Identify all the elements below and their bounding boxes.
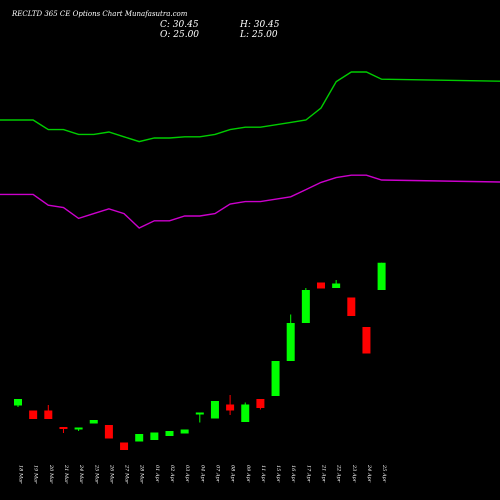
candle-body [317,282,325,289]
candle-body [150,432,159,440]
candle-11 [180,429,189,434]
candle-14 [226,395,235,415]
candle-19 [301,288,310,323]
x-tick-label: 20 Mar [48,464,54,484]
candle-7 [120,442,129,450]
candle-body [120,442,129,450]
candle-9 [150,432,159,440]
candle-body [226,404,235,411]
candle-10 [165,431,174,436]
x-tick-label: 23 Apr [351,464,357,483]
candle-3 [59,427,68,433]
candle-22 [347,297,356,316]
candle-body [14,399,22,406]
candle-body [332,283,341,288]
candle-body [241,404,250,422]
x-tick-label: 25 Mar [93,464,99,484]
x-tick-label: 16 Apr [290,465,296,483]
x-tick-label: 11 Apr [260,465,266,483]
low-value: L: 25.00 [240,30,278,40]
candle-body [74,427,83,430]
candle-13 [210,401,219,419]
candle-body [256,399,265,408]
x-tick-label: 09 Apr [245,465,251,483]
x-tick-label: 15 Apr [275,465,281,483]
x-tick-label: 21 Mar [63,464,69,484]
x-tick-label: 27 Mar [124,464,130,484]
high-value: H: 30.45 [240,20,280,30]
x-tick-label: 08 Apr [230,465,236,483]
candle-body [59,427,68,429]
candle-body [180,429,189,434]
candle-body [135,434,144,442]
chart-title: RECLTD 365 CE Options Chart Munafasutra.… [12,10,188,18]
candle-2 [44,405,53,419]
candle-body [165,431,174,436]
lower-band-line [0,174,500,229]
candle-body [301,290,310,323]
candle-1 [29,410,38,419]
x-tick-label: 18 Mar [18,465,24,484]
candle-8 [135,434,144,442]
candle-body [104,425,113,439]
candle-21 [332,280,341,288]
candle-body [195,412,204,415]
candles [14,262,386,450]
x-tick-label: 04 Apr [199,465,205,483]
x-tick-label: 01 Apr [154,465,160,483]
candle-18 [286,314,295,361]
x-tick-label: 07 Apr [214,465,220,483]
indicator-lines [0,71,500,229]
x-tick-label: 03 Apr [184,465,190,483]
candle-17 [271,361,280,396]
candle-24 [377,262,386,290]
x-tick-label: 21 Apr [321,464,327,483]
candle-12 [195,412,204,423]
x-tick-label: 19 Mar [33,465,39,484]
close-value: C: 30.45 [160,20,199,30]
candle-body [362,327,371,354]
candle-23 [362,327,371,354]
x-tick-label: 28 Mar [139,464,145,484]
candle-body [271,361,280,396]
candle-body [286,323,295,361]
candle-body [89,420,98,424]
candle-15 [241,402,250,422]
open-value: O: 25.00 [160,30,200,40]
x-tick-label: 24 Apr [366,464,372,483]
x-tick-label: 24 Mar [78,464,84,484]
x-tick-label: 26 Mar [108,464,114,484]
upper-band-line [0,71,500,143]
candle-5 [89,420,98,424]
candle-20 [317,282,325,289]
x-tick-label: 02 Apr [169,465,175,483]
x-tick-label: 22 Apr [336,464,342,483]
candle-0 [14,399,22,407]
candle-4 [74,427,83,431]
candle-16 [256,399,265,410]
candle-body [44,410,53,419]
x-axis: 18 Mar 19 Mar 20 Mar 21 Mar 24 Mar 25 Mar 26 M… [18,464,388,484]
x-tick-label: 17 Apr [305,465,311,483]
candle-6 [104,425,113,439]
candle-body [210,401,219,419]
candle-body [29,410,38,419]
x-tick-label: 25 Apr [381,464,387,483]
candle-body [377,262,386,290]
candle-body [347,297,356,316]
